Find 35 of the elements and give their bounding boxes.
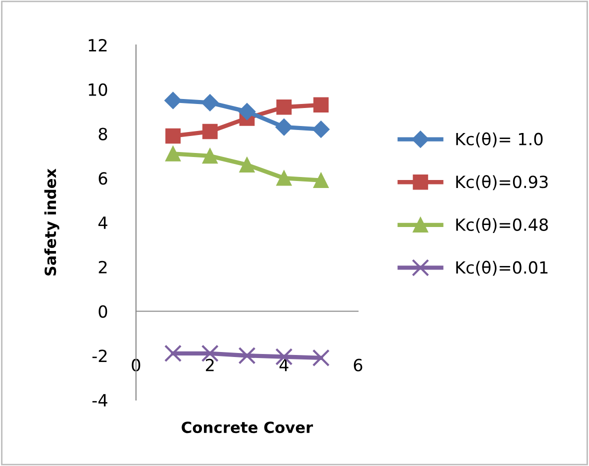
y-tick-label: 0 bbox=[98, 305, 108, 318]
point bbox=[276, 99, 292, 115]
legend-label: Kc(θ)=0.93 bbox=[456, 175, 548, 190]
y-tick-label: 12 bbox=[88, 38, 107, 52]
legend-label: Kc(θ)=0.48 bbox=[456, 218, 548, 233]
point bbox=[239, 157, 255, 172]
point bbox=[164, 92, 182, 110]
point bbox=[238, 103, 256, 120]
point bbox=[165, 146, 181, 162]
point bbox=[313, 97, 329, 113]
point bbox=[202, 148, 218, 164]
y-tick-label: 8 bbox=[98, 128, 108, 140]
point bbox=[312, 120, 330, 138]
y-tick-label: 6 bbox=[98, 172, 108, 185]
y-tick-label: -4 bbox=[92, 394, 108, 406]
point bbox=[238, 346, 256, 364]
legend-label: Kc(θ)=0.01 bbox=[456, 260, 548, 276]
point bbox=[312, 349, 330, 367]
x-tick-label: 4 bbox=[280, 358, 288, 372]
x-tick-label: 6 bbox=[354, 358, 362, 372]
point bbox=[275, 118, 293, 136]
point bbox=[313, 172, 329, 188]
legend-label: Kc(θ)= 1.0 bbox=[456, 132, 543, 148]
x-axis-title: Concrete Cover bbox=[182, 422, 313, 434]
point bbox=[202, 124, 218, 140]
point bbox=[164, 344, 182, 362]
point bbox=[201, 94, 219, 112]
y-tick-label: 4 bbox=[98, 216, 108, 229]
y-axis-title: Safety index bbox=[44, 168, 60, 276]
y-tick-label: 2 bbox=[98, 260, 107, 274]
y-tick-label: -2 bbox=[92, 350, 107, 362]
point bbox=[276, 170, 292, 186]
point bbox=[165, 128, 181, 144]
x-tick-label: 2 bbox=[206, 358, 214, 372]
y-tick-label: 10 bbox=[88, 83, 108, 96]
